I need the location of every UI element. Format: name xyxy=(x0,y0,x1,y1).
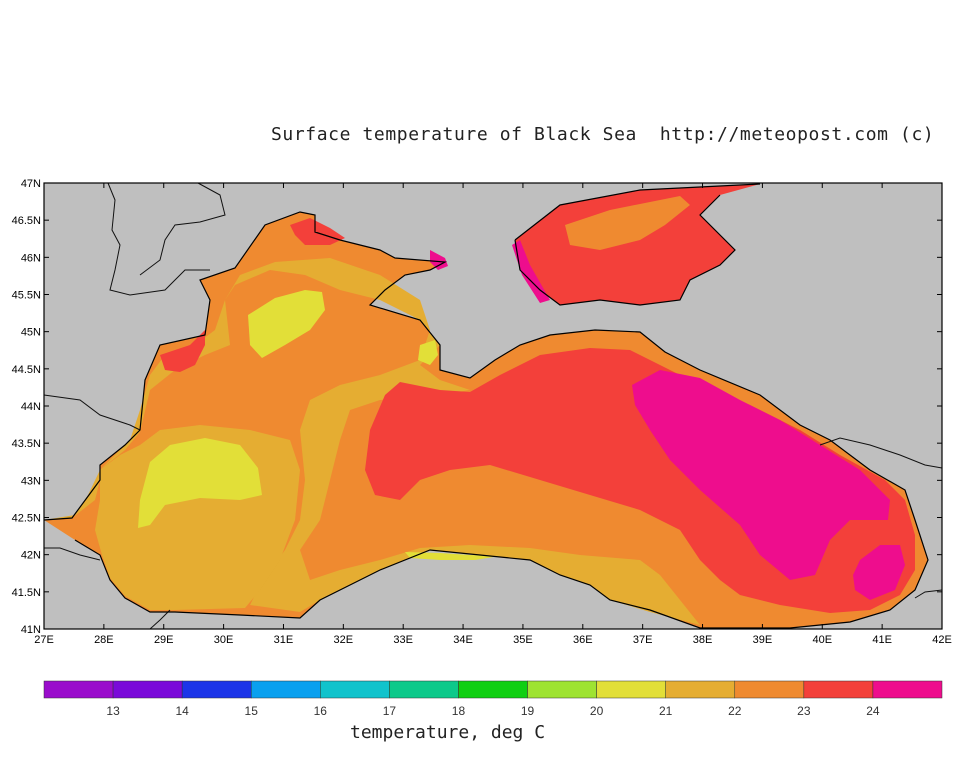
colorbar-label: 13 xyxy=(106,704,120,718)
colorbar-label: 19 xyxy=(521,704,535,718)
sea-zone-23-northwest xyxy=(160,330,205,372)
colorbar-swatch xyxy=(596,680,666,699)
colorbar-swatch xyxy=(250,680,321,699)
sea-zone-20-north xyxy=(248,290,325,358)
colorbar-label: 16 xyxy=(314,704,328,718)
x-tick-label: 27E xyxy=(34,634,54,646)
colorbar-swatch xyxy=(665,680,736,699)
colorbar-swatch xyxy=(389,680,459,699)
y-tick-label: 46N xyxy=(21,252,41,264)
colorbar-swatch xyxy=(803,680,874,699)
colorbar-swatch xyxy=(181,680,252,699)
y-tick-label: 41.5N xyxy=(12,587,41,599)
border-line xyxy=(819,437,943,469)
x-tick-label: 32E xyxy=(334,634,354,646)
colorbar-swatch xyxy=(527,680,597,699)
sea-coastline xyxy=(43,211,929,629)
sea-temperature-layers xyxy=(44,184,928,628)
x-tick-label: 36E xyxy=(573,634,593,646)
x-tick-label: 35E xyxy=(513,634,533,646)
colorbar-label: 22 xyxy=(728,704,742,718)
colorbar-label: 24 xyxy=(866,704,880,718)
colorbar-label: 21 xyxy=(659,704,673,718)
map-title: Surface temperature of Black Sea http://… xyxy=(271,124,935,145)
colorbar-label: 23 xyxy=(797,704,811,718)
y-tick-label: 43.5N xyxy=(12,438,41,450)
colorbar-swatch xyxy=(320,680,390,699)
colorbar-swatch xyxy=(112,680,183,699)
colorbar-label: 17 xyxy=(383,704,397,718)
colorbar-label: 15 xyxy=(245,704,259,718)
x-tick-label: 34E xyxy=(453,634,473,646)
y-tick-label: 47N xyxy=(21,178,41,190)
border-line xyxy=(43,394,141,431)
border-line xyxy=(107,182,210,296)
x-tick-label: 39E xyxy=(753,634,773,646)
x-tick-label: 28E xyxy=(94,634,114,646)
y-tick-label: 46.5N xyxy=(12,215,41,227)
azov-zone-22 xyxy=(565,196,690,250)
border-line xyxy=(139,182,226,276)
y-tick-label: 45N xyxy=(21,327,41,339)
colorbar-swatch xyxy=(734,680,805,699)
y-tick-label: 44.5N xyxy=(12,364,41,376)
country-borders xyxy=(43,182,943,630)
border-line xyxy=(149,609,171,630)
y-tick-label: 44N xyxy=(21,401,41,413)
sea-zone-20-west xyxy=(138,438,262,528)
x-tick-label: 41E xyxy=(872,634,892,646)
x-tick-label: 31E xyxy=(274,634,294,646)
x-tick-label: 29E xyxy=(154,634,174,646)
azov-zone-23 xyxy=(515,184,760,305)
coastline xyxy=(43,183,929,629)
sea-zone-24-east xyxy=(632,370,890,580)
x-tick-label: 42E xyxy=(932,634,952,646)
colorbar-label: 18 xyxy=(452,704,466,718)
y-tick-label: 43N xyxy=(21,475,41,487)
azov-coastline xyxy=(514,183,761,306)
colorbar-swatch xyxy=(872,680,943,699)
y-tick-label: 42.5N xyxy=(12,513,41,525)
y-tick-label: 41N xyxy=(21,624,41,636)
y-tick-label: 42N xyxy=(21,550,41,562)
sea-zone-21 xyxy=(44,258,700,625)
colorbar-swatch xyxy=(43,680,114,699)
x-tick-label: 37E xyxy=(633,634,653,646)
y-tick-label: 45.5N xyxy=(12,290,41,302)
colorbar-title: temperature, deg C xyxy=(350,722,546,743)
colorbar-swatch xyxy=(458,680,528,699)
sea-zone-20-crimea xyxy=(418,340,438,365)
sea-zone-24-karkinit xyxy=(430,250,448,270)
colorbar-label: 20 xyxy=(590,704,604,718)
x-tick-label: 33E xyxy=(393,634,413,646)
sea-zone-24-batumi xyxy=(853,545,905,600)
border-line xyxy=(914,589,943,599)
colorbar: 13 14 15 16 17 18 19 20 21 22 23 24 xyxy=(43,680,943,718)
sea-zone-23-odesa xyxy=(290,218,345,245)
border-line xyxy=(44,547,101,561)
azov-zone-24 xyxy=(512,240,550,303)
colorbar-label: 14 xyxy=(175,704,189,718)
x-tick-label: 40E xyxy=(812,634,832,646)
x-tick-label: 30E xyxy=(214,634,234,646)
x-tick-label: 38E xyxy=(693,634,713,646)
sea-zone-20-south xyxy=(405,552,500,560)
y-axis: 47N 46.5N 46N 45.5N 45N 44.5N 44N 43.5N 43N 42.5N… xyxy=(12,178,942,636)
x-axis: 27E 28E 29E 30E 31E 32E 33E 34E 35E 36E 37E 38E 39E 4… xyxy=(34,183,952,646)
